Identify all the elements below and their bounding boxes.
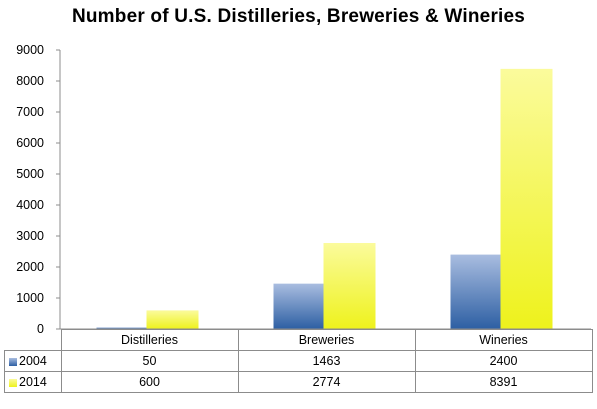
legend-swatch [9,358,17,366]
bar-2014-distilleries [146,310,199,329]
y-tick-label: 2000 [16,260,44,274]
table-header-row: Distilleries Breweries Wineries [4,329,593,351]
data-value: 2774 [237,371,416,393]
table-corner [4,329,62,351]
legend-entry-2004: 2004 [4,350,62,372]
bar-2004-wineries [450,254,503,329]
y-tick-label: 0 [37,322,44,336]
y-tick-label: 1000 [16,291,44,305]
bar-2014-wineries [500,68,553,329]
y-tick-label: 8000 [16,74,44,88]
table-row: 2014 600 2774 8391 [4,371,593,393]
y-tick-label: 4000 [16,198,44,212]
data-value: 8391 [414,371,593,393]
bar-2014-breweries [323,243,376,329]
series-name: 2014 [19,375,47,389]
legend-entry-2014: 2014 [4,371,62,393]
data-value: 600 [60,371,239,393]
category-label: Breweries [237,329,416,351]
y-tick-label: 5000 [16,167,44,181]
y-tick-label: 7000 [16,105,44,119]
y-tick-label: 6000 [16,136,44,150]
y-tick-label: 9000 [16,43,44,57]
table-row: 2004 50 1463 2400 [4,350,593,372]
data-value: 1463 [237,350,416,372]
category-label: Wineries [414,329,593,351]
y-tick-label: 3000 [16,229,44,243]
bar-2004-breweries [273,283,326,329]
category-label: Distilleries [60,329,239,351]
data-table: Distilleries Breweries Wineries 2004 50 … [4,329,593,393]
data-value: 2400 [414,350,593,372]
series-name: 2004 [19,354,47,368]
legend-swatch [9,379,17,387]
data-value: 50 [60,350,239,372]
chart-title: Number of U.S. Distilleries, Breweries &… [71,6,526,27]
bar-2004-distilleries [96,327,149,329]
